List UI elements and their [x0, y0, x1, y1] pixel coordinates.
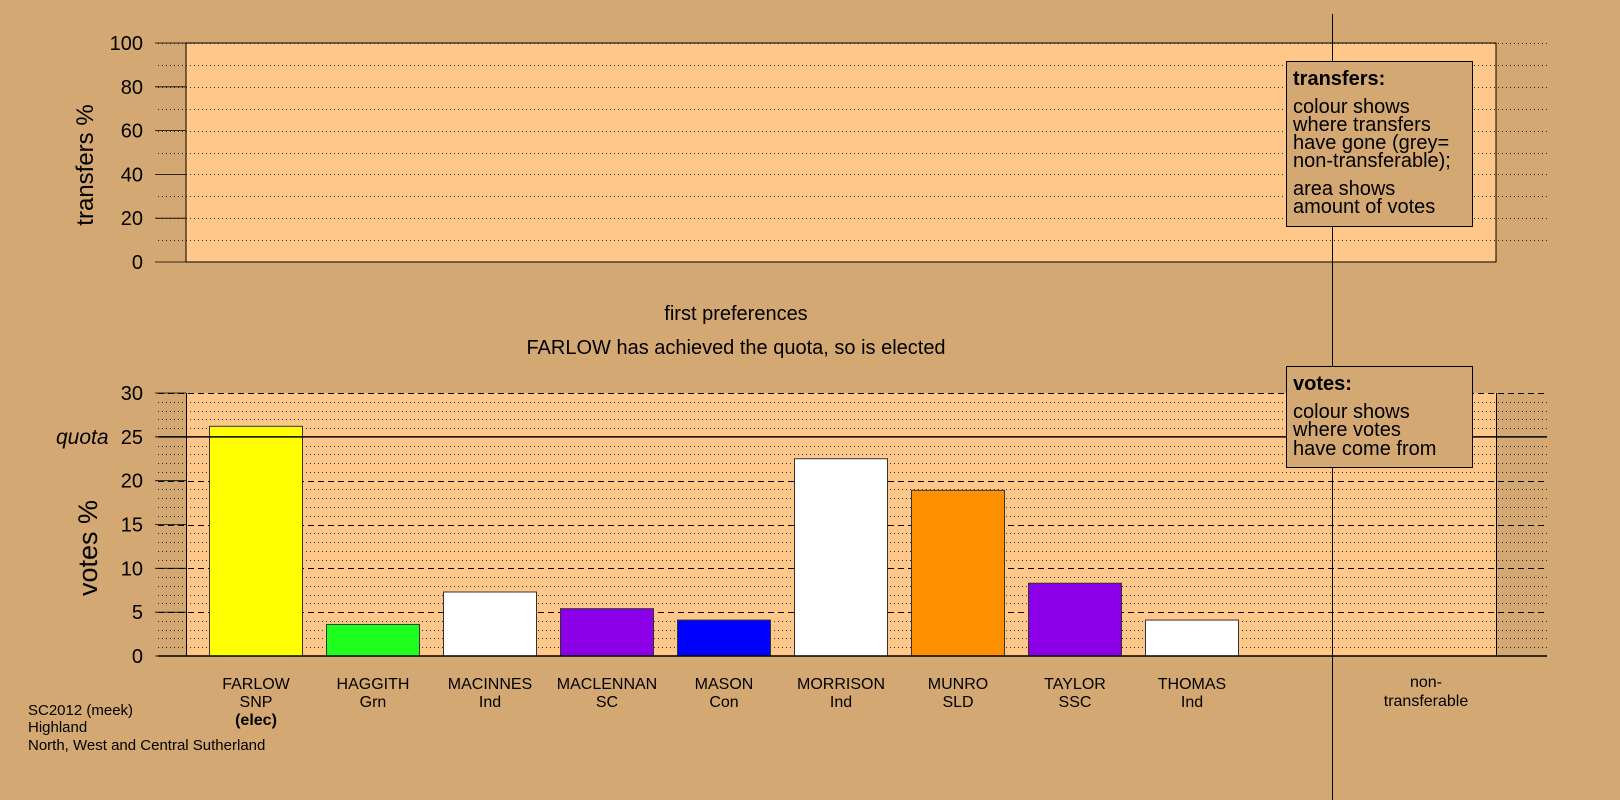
stage-title: first preferences: [664, 303, 807, 325]
transfers-legend-line: non-transferable);: [1293, 150, 1451, 172]
votes-legend-title: votes:: [1293, 373, 1352, 395]
transfers-legend-line: amount of votes: [1293, 196, 1435, 218]
candidate-name: MUNRO: [928, 676, 988, 693]
transfers-tick-label: 20: [121, 208, 143, 230]
transfers-legend-line: where transfers: [1292, 114, 1431, 136]
votes-legend: votes: colour shows where votes have com…: [1286, 366, 1473, 468]
transfers-legend-title: transfers:: [1293, 68, 1385, 90]
quota-label: quota: [56, 426, 109, 449]
footer-info: SC2012 (meek) Highland North, West and C…: [28, 702, 265, 754]
non-transferable-label-line1: non-: [1410, 674, 1442, 691]
transfers-plot-area: [185, 42, 1497, 263]
votes-legend-box: [1286, 366, 1473, 468]
candidate-name: TAYLOR: [1044, 676, 1106, 693]
votes-y-ticks: 0 5 10 15 20 25 30: [121, 383, 186, 668]
votes-tick-label: 5: [132, 602, 143, 624]
candidate-status: (elec): [235, 712, 277, 729]
transfers-y-axis-label: transfers %: [72, 104, 99, 225]
votes-right-shade: [1496, 393, 1547, 656]
candidate-party: Grn: [360, 694, 387, 711]
transfers-legend-line: colour shows: [1293, 96, 1410, 118]
transfers-legend-box: [1286, 61, 1473, 227]
votes-y-axis-label: votes %: [73, 500, 103, 596]
candidate-name: MACLENNAN: [557, 676, 657, 693]
transfers-legend-line: area shows: [1293, 178, 1395, 200]
votes-tick-label: 15: [121, 515, 143, 537]
footer-line: Highland: [28, 719, 87, 736]
candidate-party: Ind: [1181, 694, 1203, 711]
votes-tick-label: 20: [121, 471, 143, 493]
candidate-party: SNP: [240, 694, 273, 711]
candidate-party: SC: [596, 694, 618, 711]
votes-legend-line: where votes: [1292, 419, 1401, 441]
vote-bars: [209, 425, 1239, 657]
votes-panel: 0 5 10 15 20 25 30 quota votes % FARLOWSNP(ele…: [56, 383, 1547, 729]
vote-bar-macinnes: [443, 591, 537, 657]
transfers-tick-label: 0: [132, 252, 143, 274]
transfers-legend: transfers: colour shows where transfers …: [1286, 61, 1473, 227]
candidate-name: HAGGITH: [337, 676, 410, 693]
vote-bar-farlow: [209, 425, 303, 657]
votes-legend-line: have come from: [1293, 438, 1436, 460]
vote-bar-munro: [911, 489, 1005, 657]
votes-tick-label: 30: [121, 383, 143, 405]
candidate-labels: FARLOWSNP(elec)HAGGITHGrnMACINNESIndMACL…: [222, 676, 1226, 729]
candidate-party: Ind: [479, 694, 501, 711]
vote-bar-taylor: [1028, 582, 1122, 657]
footer-line: North, West and Central Sutherland: [28, 737, 265, 754]
candidate-name: MORRISON: [797, 676, 885, 693]
vote-bar-thomas: [1145, 619, 1239, 657]
candidate-party: Con: [709, 694, 738, 711]
candidate-party: Ind: [830, 694, 852, 711]
transfers-tick-label: 80: [121, 77, 143, 99]
vote-bar-maclennan: [560, 608, 654, 657]
candidate-name: THOMAS: [1158, 676, 1226, 693]
candidate-name: MASON: [695, 676, 754, 693]
transfers-legend-line: have gone (grey=: [1293, 132, 1449, 154]
transfers-tick-label: 40: [121, 164, 143, 186]
vote-bar-haggith: [326, 623, 420, 657]
votes-tick-label: 0: [132, 646, 143, 668]
non-transferable-label-line2: transferable: [1384, 693, 1469, 710]
vote-bar-morrison: [794, 458, 888, 657]
votes-tick-label: 25: [121, 427, 143, 449]
transfers-y-ticks: 0 20 40 60 80 100: [110, 33, 186, 274]
candidate-name: FARLOW: [222, 676, 290, 693]
transfers-tick-label: 60: [121, 121, 143, 143]
candidate-party: SLD: [942, 694, 973, 711]
votes-legend-line: colour shows: [1293, 401, 1410, 423]
footer-line: SC2012 (meek): [28, 702, 133, 719]
transfers-panel: 0 20 40 60 80 100 transfers %: [72, 33, 1547, 274]
votes-tick-label: 10: [121, 558, 143, 580]
stage-message: FARLOW has achieved the quota, so is ele…: [526, 337, 945, 359]
candidate-name: MACINNES: [448, 676, 532, 693]
candidate-party: SSC: [1059, 694, 1092, 711]
vote-bar-mason: [677, 619, 771, 657]
transfers-tick-label: 100: [110, 33, 143, 55]
